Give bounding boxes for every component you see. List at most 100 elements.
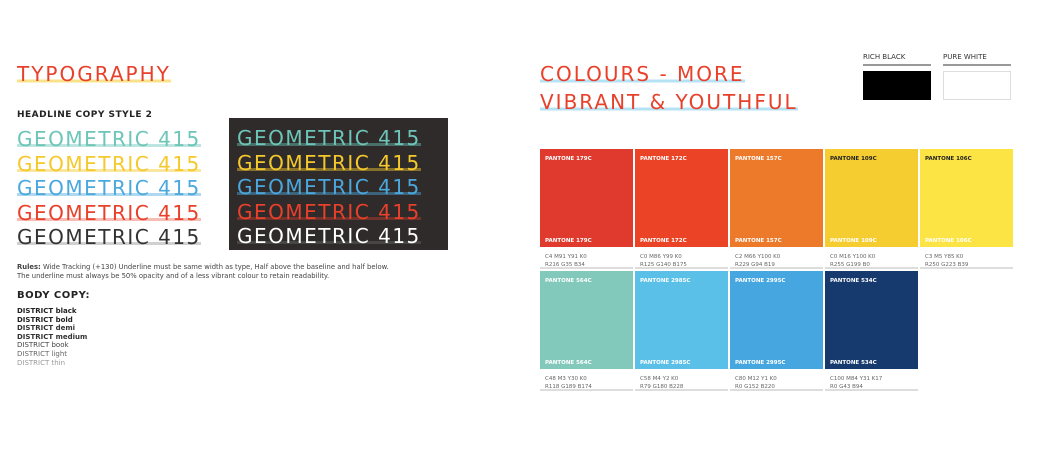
pure-white-swatch: PURE WHITE: [943, 53, 1011, 100]
swatch-color-box: PANTONE 2985C PANTONE 2985C: [635, 271, 728, 369]
swatch-name-bottom: PANTONE 2995C: [735, 360, 786, 366]
body-weight-item: DISTRICT book: [17, 341, 69, 350]
headline-sample-text: GEOMETRIC 415: [17, 176, 201, 200]
headline-samples-dark-panel: GEOMETRIC 415 GEOMETRIC 415 GEOMETRIC 415 G…: [229, 118, 448, 250]
headline-sample-text: GEOMETRIC 415: [17, 151, 201, 176]
swatch-name-bottom: PANTONE 157C: [735, 238, 782, 244]
swatch-name-bottom: PANTONE 564C: [545, 360, 592, 366]
headline-sample-text: GEOMETRIC 415: [17, 225, 201, 249]
colours-title-line-1: COLOURS - MORE: [540, 62, 745, 86]
swatch-color-box: PANTONE 534C PANTONE 534C: [825, 271, 918, 369]
rich-black-label: RICH BLACK: [863, 53, 931, 66]
body-weight-item: DISTRICT black: [17, 307, 77, 315]
swatch-rgb: R125 G140 B175: [640, 262, 687, 268]
pantone-swatch: PANTONE 564C PANTONE 564C C48 M3 Y30 K0 R11…: [540, 271, 633, 391]
swatch-values: C58 M4 Y2 K0 R79 G180 B228: [635, 369, 728, 391]
swatch-rgb: R0 G43 B94: [830, 384, 863, 390]
swatch-values: C4 M91 Y91 K0 R216 G35 B34: [540, 247, 633, 269]
swatch-cmyk: C0 M16 Y100 K0: [830, 254, 876, 260]
pure-white-label: PURE WHITE: [943, 53, 1011, 66]
swatch-name-top: PANTONE 109C: [830, 156, 877, 162]
swatch-values: C48 M3 Y30 K0 R118 G189 B174: [540, 369, 633, 391]
headline-sample: GEOMETRIC 415: [17, 151, 201, 177]
pure-white-box: [943, 71, 1011, 100]
swatch-name-top: PANTONE 179C: [545, 156, 592, 162]
swatch-cmyk: C80 M12 Y1 K0: [735, 376, 777, 382]
swatch-values: C100 M84 Y31 K17 R0 G43 B94: [825, 369, 918, 391]
swatch-color-box: PANTONE 2995C PANTONE 2995C: [730, 271, 823, 369]
pantone-swatch: PANTONE 2995C PANTONE 2995C C80 M12 Y1 K0 R…: [730, 271, 823, 391]
headline-sample: GEOMETRIC 415: [237, 224, 448, 249]
swatch-rgb: R118 G189 B174: [545, 384, 592, 390]
swatch-cmyk: C2 M66 Y100 K0: [735, 254, 781, 260]
swatch-name-top: PANTONE 157C: [735, 156, 782, 162]
swatch-values: C0 M16 Y100 K0 R255 G199 B0: [825, 247, 918, 269]
rules-label: Rules:: [17, 263, 41, 271]
headline-samples-dark: GEOMETRIC 415 GEOMETRIC 415 GEOMETRIC 415 G…: [237, 126, 448, 249]
swatch-name-bottom: PANTONE 109C: [830, 238, 877, 244]
headline-sample-text: GEOMETRIC 415: [17, 127, 201, 151]
headline-sample: GEOMETRIC 415: [17, 225, 201, 250]
swatch-rgb: R79 G180 B228: [640, 384, 684, 390]
rules-line-2: The underline must always be 50% opacity…: [17, 272, 330, 280]
pantone-swatch: PANTONE 534C PANTONE 534C C100 M84 Y31 K17…: [825, 271, 918, 391]
swatch-name-bottom: PANTONE 172C: [640, 238, 687, 244]
headline-sample: GEOMETRIC 415: [237, 175, 448, 200]
swatch-rgb: R216 G35 B34: [545, 262, 585, 268]
headline-sample-text: GEOMETRIC 415: [237, 150, 421, 175]
headline-sample: GEOMETRIC 415: [237, 126, 448, 151]
pantone-swatch: PANTONE 157C PANTONE 157C C2 M66 Y100 K0 R2…: [730, 149, 823, 269]
swatch-name-top: PANTONE 2995C: [735, 278, 786, 284]
body-weight-item: DISTRICT thin: [17, 358, 66, 367]
headline-sample: GEOMETRIC 415: [17, 176, 201, 201]
swatch-cmyk: C58 M4 Y2 K0: [640, 376, 679, 382]
swatch-name-top: PANTONE 2985C: [640, 278, 691, 284]
headline-sample-text: GEOMETRIC 415: [237, 224, 421, 248]
headline-sample-text: GEOMETRIC 415: [17, 200, 201, 225]
swatch-cmyk: C100 M84 Y31 K17: [830, 376, 883, 382]
body-weight-item: DISTRICT medium: [17, 332, 88, 341]
headline-samples-light: GEOMETRIC 415 GEOMETRIC 415 GEOMETRIC 415 G…: [17, 127, 201, 250]
swatch-name-top: PANTONE 534C: [830, 278, 877, 284]
body-copy-title: BODY COPY:: [17, 290, 90, 301]
pantone-swatch: PANTONE 172C PANTONE 172C C0 M86 Y99 K0 R12…: [635, 149, 728, 269]
swatch-name-bottom: PANTONE 2985C: [640, 360, 691, 366]
swatch-values: C3 M5 Y85 K0 R250 G223 B39: [920, 247, 1013, 269]
swatch-color-box: PANTONE 564C PANTONE 564C: [540, 271, 633, 369]
swatch-color-box: PANTONE 106C PANTONE 106C: [920, 149, 1013, 247]
swatch-color-box: PANTONE 109C PANTONE 109C: [825, 149, 918, 247]
swatch-color-box: PANTONE 157C PANTONE 157C: [730, 149, 823, 247]
swatch-name-bottom: PANTONE 534C: [830, 360, 877, 366]
pantone-swatch: PANTONE 109C PANTONE 109C C0 M16 Y100 K0 R2…: [825, 149, 918, 269]
swatch-rgb: R255 G199 B0: [830, 262, 870, 268]
body-weight-item: DISTRICT bold: [17, 315, 73, 324]
swatch-color-box: PANTONE 172C PANTONE 172C: [635, 149, 728, 247]
headline-sample-text: GEOMETRIC 415: [237, 175, 421, 199]
swatch-values: C80 M12 Y1 K0 R0 G152 B220: [730, 369, 823, 391]
pantone-swatch: PANTONE 179C PANTONE 179C C4 M91 Y91 K0 R21…: [540, 149, 633, 269]
swatch-name-bottom: PANTONE 106C: [925, 238, 972, 244]
swatch-name-top: PANTONE 172C: [640, 156, 687, 162]
headline-sample-text: GEOMETRIC 415: [237, 199, 421, 224]
typography-title: TYPOGRAPHY: [17, 62, 171, 86]
swatch-rgb: R250 G223 B39: [925, 262, 969, 268]
colours-title-line-2: VIBRANT & YOUTHFUL: [540, 90, 798, 114]
swatch-cmyk: C4 M91 Y91 K0: [545, 254, 587, 260]
swatch-values: C0 M86 Y99 K0 R125 G140 B175: [635, 247, 728, 269]
colours-title: COLOURS - MORE VIBRANT & YOUTHFUL: [540, 60, 798, 116]
swatch-cmyk: C48 M3 Y30 K0: [545, 376, 587, 382]
headline-sample: GEOMETRIC 415: [237, 199, 448, 225]
headline-sample: GEOMETRIC 415: [237, 150, 448, 176]
swatch-cmyk: C0 M86 Y99 K0: [640, 254, 682, 260]
headline-sample: GEOMETRIC 415: [17, 127, 201, 152]
body-weights-list: DISTRICT black DISTRICT bold DISTRICT demi…: [17, 307, 87, 367]
pantone-swatch: PANTONE 2985C PANTONE 2985C C58 M4 Y2 K0 R7…: [635, 271, 728, 391]
body-weight-item: DISTRICT demi: [17, 324, 76, 333]
swatch-color-box: PANTONE 179C PANTONE 179C: [540, 149, 633, 247]
rules-line-1: Wide Tracking (+130) Underline must be s…: [40, 263, 389, 271]
rich-black-swatch: RICH BLACK: [863, 53, 931, 100]
swatch-cmyk: C3 M5 Y85 K0: [925, 254, 964, 260]
swatch-name-top: PANTONE 564C: [545, 278, 592, 284]
headline-sample: GEOMETRIC 415: [17, 200, 201, 226]
swatch-name-bottom: PANTONE 179C: [545, 238, 592, 244]
